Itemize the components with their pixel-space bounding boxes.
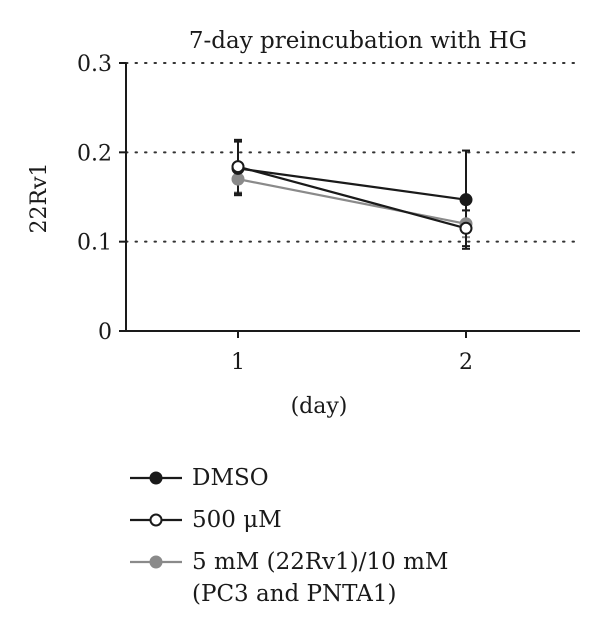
legend-label: 500 μM bbox=[192, 507, 282, 533]
legend-dot bbox=[149, 471, 163, 485]
grid-lines bbox=[125, 62, 581, 243]
axes bbox=[119, 62, 580, 338]
data-point bbox=[231, 172, 245, 186]
legend-item: 5 mM (22Rv1)/10 mM (PC3 and PNTA1) bbox=[128, 546, 448, 610]
y-tick-label: 0 bbox=[98, 320, 112, 345]
x-tick-label: 2 bbox=[459, 350, 473, 375]
series-line-0 bbox=[237, 167, 467, 201]
series-line-2 bbox=[237, 178, 467, 225]
chart: 7-day preincubation with HG 0 0.1 0.2 0.3 1… bbox=[27, 28, 581, 419]
legend-marker bbox=[130, 471, 182, 485]
data-series bbox=[231, 138, 473, 250]
y-tick-label: 0.1 bbox=[77, 231, 112, 256]
data-point bbox=[231, 160, 245, 174]
legend-label: DMSO bbox=[192, 465, 269, 491]
legend-marker bbox=[130, 555, 182, 569]
legend-item: 500 μM bbox=[128, 504, 448, 536]
legend-label: 5 mM (22Rv1)/10 mM (PC3 and PNTA1) bbox=[192, 549, 449, 607]
chart-title: 7-day preincubation with HG bbox=[189, 28, 527, 54]
x-tick-label: 1 bbox=[231, 350, 245, 375]
y-axis-label: 22Rv1 bbox=[27, 163, 52, 234]
legend-marker bbox=[130, 513, 182, 527]
data-point bbox=[459, 193, 473, 207]
y-tick-label: 0.3 bbox=[77, 52, 112, 77]
series-line-1 bbox=[237, 165, 467, 230]
y-tick-labels: 0 0.1 0.2 0.3 bbox=[77, 52, 112, 345]
legend: DMSO 500 μM 5 mM (22Rv1)/10 mM (PC3 and PN… bbox=[128, 462, 448, 620]
data-point bbox=[459, 221, 473, 235]
x-axis-label: (day) bbox=[291, 394, 348, 419]
legend-item: DMSO bbox=[128, 462, 448, 494]
legend-dot bbox=[149, 555, 163, 569]
legend-dot bbox=[149, 513, 163, 527]
y-tick-label: 0.2 bbox=[77, 141, 112, 166]
